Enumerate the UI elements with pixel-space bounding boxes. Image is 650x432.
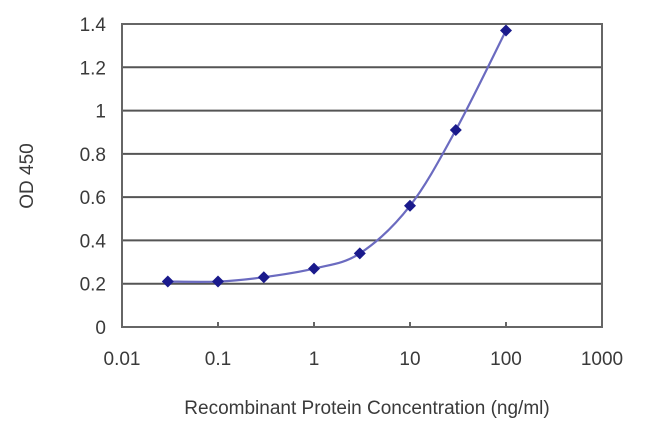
data-point-marker <box>449 124 462 137</box>
x-axis-ticks <box>121 322 603 327</box>
data-point-marker <box>353 247 366 260</box>
gridlines <box>122 66 602 285</box>
data-point-marker <box>500 24 512 37</box>
x-tick-label: 1 <box>309 349 320 370</box>
x-tick-label: 0.01 <box>104 349 141 370</box>
x-tick-label: 0.1 <box>205 349 231 370</box>
x-tick-label: 100 <box>490 349 522 370</box>
y-tick-label: 1 <box>95 102 106 123</box>
y-tick-label: 0.8 <box>80 145 106 166</box>
x-tick-label: 1000 <box>581 349 623 370</box>
x-tick-label: 10 <box>399 349 420 370</box>
y-tick-label: 1.4 <box>80 15 107 36</box>
y-tick-label: 0 <box>95 318 106 339</box>
y-axis-tick-labels: 0 0.2 0.4 0.6 0.8 1 1.2 1.4 <box>80 15 107 339</box>
data-point-marker <box>404 199 416 212</box>
y-tick-label: 1.2 <box>80 58 106 79</box>
data-markers <box>161 24 512 288</box>
data-point-marker <box>161 275 174 288</box>
y-tick-label: 0.6 <box>80 188 106 209</box>
data-point-marker <box>257 271 270 284</box>
y-tick-label: 0.2 <box>80 275 106 296</box>
y-tick-label: 0.4 <box>80 231 107 252</box>
plot-area <box>121 23 603 328</box>
data-point-marker <box>212 275 224 288</box>
y-axis-title: OD 450 <box>17 143 38 208</box>
x-axis-title: Recombinant Protein Concentration (ng/ml… <box>184 398 549 419</box>
x-axis-tick-labels: 0.01 0.1 1 10 100 1000 <box>104 349 624 370</box>
data-point-marker <box>308 262 320 275</box>
